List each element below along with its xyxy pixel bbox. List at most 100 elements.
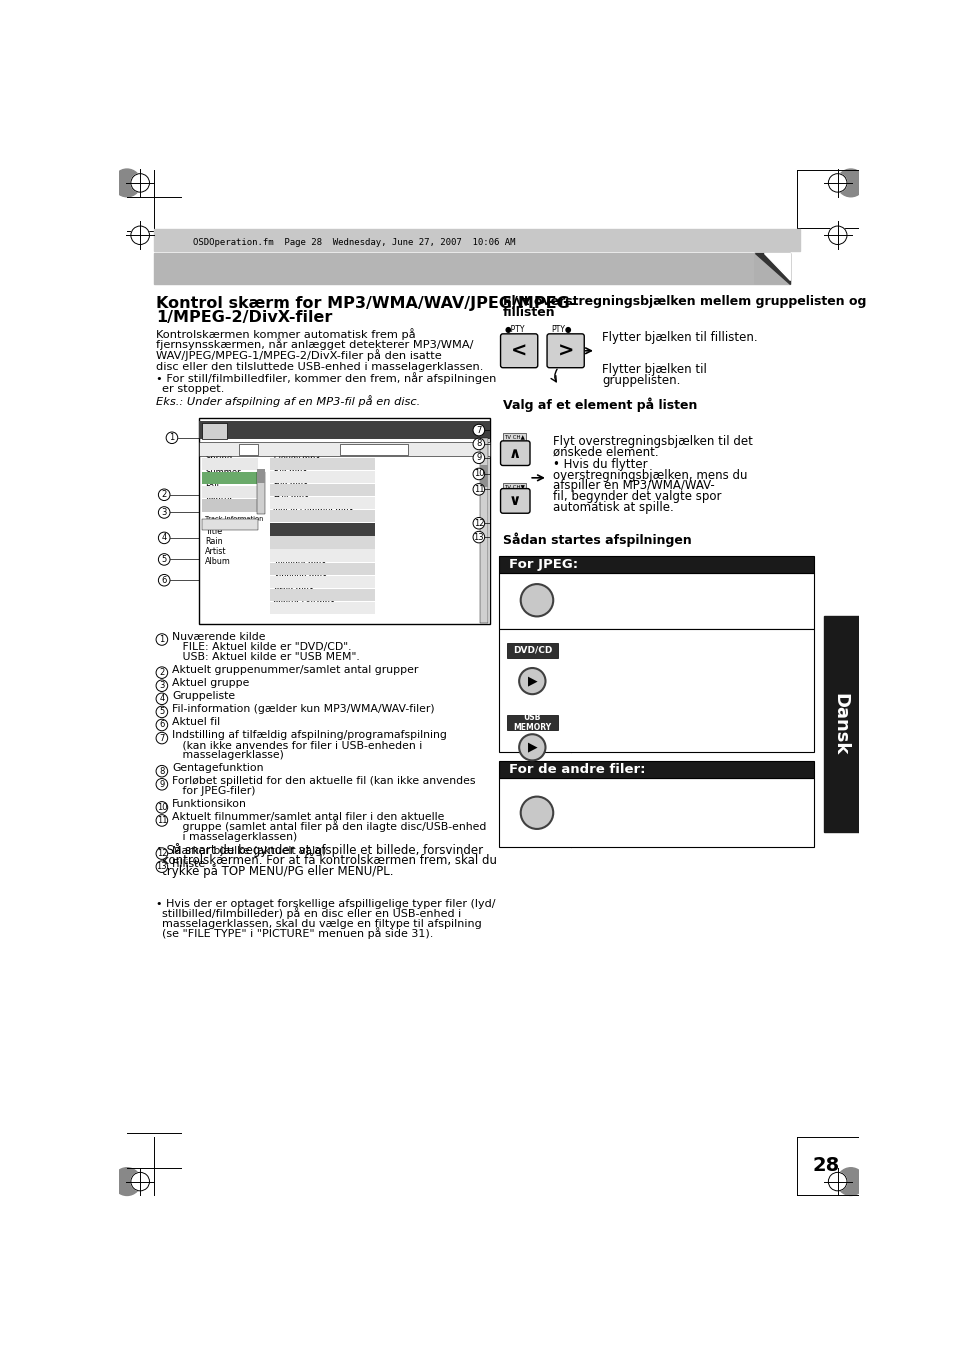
Bar <box>270 562 375 574</box>
Bar <box>154 230 800 251</box>
Text: Winter sky.mp3: Winter sky.mp3 <box>274 598 335 607</box>
Polygon shape <box>754 253 789 284</box>
Text: ●PTY: ●PTY <box>504 324 524 334</box>
Text: Disc: Disc <box>506 627 530 636</box>
Text: Aktuelt filnummer/samlet antal filer i den aktuelle: Aktuelt filnummer/samlet antal filer i d… <box>172 812 444 823</box>
Text: Marker bjælke (aktuelt valg): Marker bjælke (aktuelt valg) <box>172 846 326 855</box>
Circle shape <box>156 766 168 777</box>
Text: TV CH▼: TV CH▼ <box>503 485 524 489</box>
Text: Wind.mp3: Wind.mp3 <box>274 585 314 594</box>
Bar <box>202 458 257 470</box>
Circle shape <box>156 667 168 678</box>
Text: overstregningsbjælken, mens du: overstregningsbjælken, mens du <box>553 469 747 481</box>
Bar <box>270 550 375 562</box>
Text: Winter: Winter <box>205 496 233 504</box>
Text: Fog.mp3: Fog.mp3 <box>274 480 308 489</box>
Text: 4: 4 <box>161 534 167 542</box>
Text: for JPEG-filer): for JPEG-filer) <box>172 786 255 796</box>
Text: • For still/filmbilledfiler, kommer den frem, når afspilningen: • For still/filmbilledfiler, kommer den … <box>156 372 497 384</box>
Text: Cloudy.mp3: Cloudy.mp3 <box>274 454 320 463</box>
Text: Shower.mp3: Shower.mp3 <box>274 532 323 542</box>
Bar <box>502 434 525 442</box>
Text: Hail.mp3: Hail.mp3 <box>274 493 309 503</box>
Circle shape <box>518 734 545 761</box>
Text: 1: 1 <box>169 434 174 442</box>
Circle shape <box>473 531 484 543</box>
Text: Track Information: Track Information <box>205 516 263 521</box>
Polygon shape <box>763 253 789 280</box>
Text: 2 / 3: 2 / 3 <box>240 447 256 453</box>
Bar <box>270 497 375 509</box>
Text: 6 / 14 (Total 41): 6 / 14 (Total 41) <box>345 447 402 453</box>
Text: USB: Aktuel kilde er "USB MEM".: USB: Aktuel kilde er "USB MEM". <box>172 651 359 662</box>
Text: Flytter bjælken til: Flytter bjælken til <box>601 363 706 376</box>
Bar <box>270 523 375 535</box>
Circle shape <box>520 797 553 830</box>
Bar <box>154 253 789 284</box>
Text: Flyt overstregningsbjælken mellem gruppelisten og: Flyt overstregningsbjælken mellem gruppe… <box>502 295 865 308</box>
Text: Spring: Spring <box>205 454 233 463</box>
Text: masselagerklasse): masselagerklasse) <box>172 750 284 761</box>
Circle shape <box>156 815 168 827</box>
Text: (se "FILE TYPE" i "PICTURE" menuen på side 31).: (se "FILE TYPE" i "PICTURE" menuen på si… <box>162 927 433 939</box>
Circle shape <box>156 719 168 731</box>
Text: ▶: ▶ <box>527 674 537 688</box>
Text: 11: 11 <box>156 816 167 825</box>
Text: ∨: ∨ <box>509 493 521 508</box>
Circle shape <box>473 484 484 496</box>
Text: tryk på II.: tryk på II. <box>581 713 638 727</box>
Text: Album: Album <box>205 557 231 566</box>
Text: • For at annullere diasshowet og: • For at annullere diasshowet og <box>578 693 770 705</box>
Polygon shape <box>754 253 789 284</box>
Text: 8: 8 <box>159 766 164 775</box>
Text: 13: 13 <box>156 862 167 871</box>
Bar <box>506 715 558 731</box>
Bar <box>498 628 813 753</box>
FancyBboxPatch shape <box>500 440 530 466</box>
Text: Diasshowet starter. Hver fil: Diasshowet starter. Hver fil <box>578 650 739 662</box>
Text: For de andre filer:: For de andre filer: <box>509 763 645 777</box>
Text: 9: 9 <box>476 454 481 462</box>
Text: FILE: FILE <box>205 426 224 435</box>
Text: Flyt overstregningsbjælken til det: Flyt overstregningsbjælken til det <box>553 435 752 447</box>
Bar <box>822 616 858 832</box>
Text: USB MEMORY ▶ starter: USB MEMORY ▶ starter <box>578 808 720 821</box>
Text: automatisk at spille.: automatisk at spille. <box>553 501 673 513</box>
Bar <box>479 438 488 623</box>
Bar <box>502 484 525 492</box>
Circle shape <box>156 693 168 705</box>
Text: kontrolskærmen. For at få kontrolskærmen frem, skal du: kontrolskærmen. For at få kontrolskærmen… <box>162 854 497 867</box>
Text: også afspilningen.: også afspilningen. <box>578 817 693 832</box>
Circle shape <box>473 438 484 450</box>
Bar <box>270 471 375 484</box>
Bar <box>199 417 489 624</box>
Text: 4: 4 <box>159 694 164 704</box>
Circle shape <box>156 732 168 744</box>
Circle shape <box>156 861 168 873</box>
Text: Kontrolskærmen kommer automatisk frem på: Kontrolskærmen kommer automatisk frem på <box>156 328 416 339</box>
Text: • Hvis du flytter: • Hvis du flytter <box>553 458 647 470</box>
Bar <box>202 471 257 484</box>
Circle shape <box>156 707 168 717</box>
Text: Flytter bjælken til fillisten.: Flytter bjælken til fillisten. <box>601 331 757 343</box>
Text: Aktuel fil: Aktuel fil <box>172 717 220 727</box>
Text: ENTER/SET: ENTER/SET <box>517 796 557 802</box>
Text: Valg af et element på listen: Valg af et element på listen <box>502 397 697 412</box>
Text: valgte spor.: valgte spor. <box>578 785 647 798</box>
Circle shape <box>158 532 170 543</box>
Text: 12: 12 <box>473 519 483 528</box>
Text: 8: 8 <box>476 439 481 449</box>
Text: OSDOperation.fm  Page 28  Wednesday, June 27, 2007  10:06 AM: OSDOperation.fm Page 28 Wednesday, June … <box>193 238 515 247</box>
Text: Aktuel gruppe: Aktuel gruppe <box>172 678 249 688</box>
Circle shape <box>131 1173 150 1190</box>
Bar <box>199 422 489 439</box>
Text: 7: 7 <box>476 426 481 435</box>
Text: 5: 5 <box>161 555 167 563</box>
Circle shape <box>131 174 150 192</box>
Text: vises, indtil du ændrer den.: vises, indtil du ændrer den. <box>578 586 740 600</box>
Text: Eks.: Under afspilning af en MP3-fil på en disc.: Eks.: Under afspilning af en MP3-fil på … <box>156 396 420 408</box>
Text: USB
MEMORY: USB MEMORY <box>513 713 551 732</box>
Text: Summer: Summer <box>205 467 241 477</box>
Text: er stoppet.: er stoppet. <box>162 384 224 394</box>
Text: 1/MPEG-2/DivX-filer: 1/MPEG-2/DivX-filer <box>156 309 333 324</box>
